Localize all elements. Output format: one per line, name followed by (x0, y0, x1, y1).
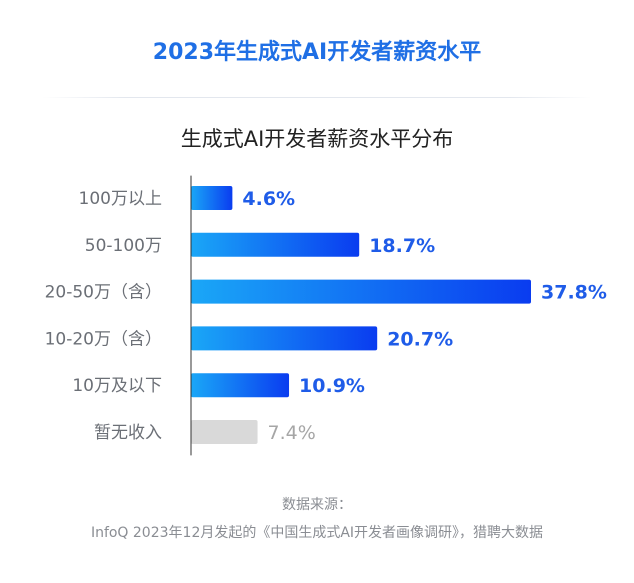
chart-title: 生成式AI开发者薪资水平分布 (180, 127, 454, 151)
bar (191, 420, 258, 444)
bar (191, 373, 290, 398)
category-label: 暂无收入 (94, 423, 162, 443)
value-label: 18.7% (369, 235, 435, 257)
bar (191, 326, 378, 351)
category-label: 50-100万 (85, 236, 162, 256)
source-text: InfoQ 2023年12月发起的《中国生成式AI开发者画像调研》，猎聘大数据 (90, 525, 544, 541)
value-label: 37.8% (541, 282, 607, 304)
bar (191, 186, 233, 210)
source-label: 数据来源： (282, 497, 352, 513)
bar-chart: 100万以上 4.6% 50-100万 18.7% 20-50万（含） 37.8% 10-2… (45, 175, 607, 456)
category-label: 10万及以下 (72, 376, 162, 396)
category-label: 10-20万（含） (45, 329, 162, 349)
bar (191, 279, 531, 304)
bar (191, 232, 360, 257)
value-label: 20.7% (387, 328, 453, 350)
value-label: 4.6% (242, 188, 295, 210)
value-label: 7.4% (268, 422, 316, 444)
category-label: 20-50万（含） (45, 283, 162, 303)
divider (42, 97, 592, 98)
value-label: 10.9% (299, 375, 365, 397)
category-label: 100万以上 (79, 189, 162, 209)
page-title: 2023年生成式AI开发者薪资水平 (152, 40, 482, 65)
